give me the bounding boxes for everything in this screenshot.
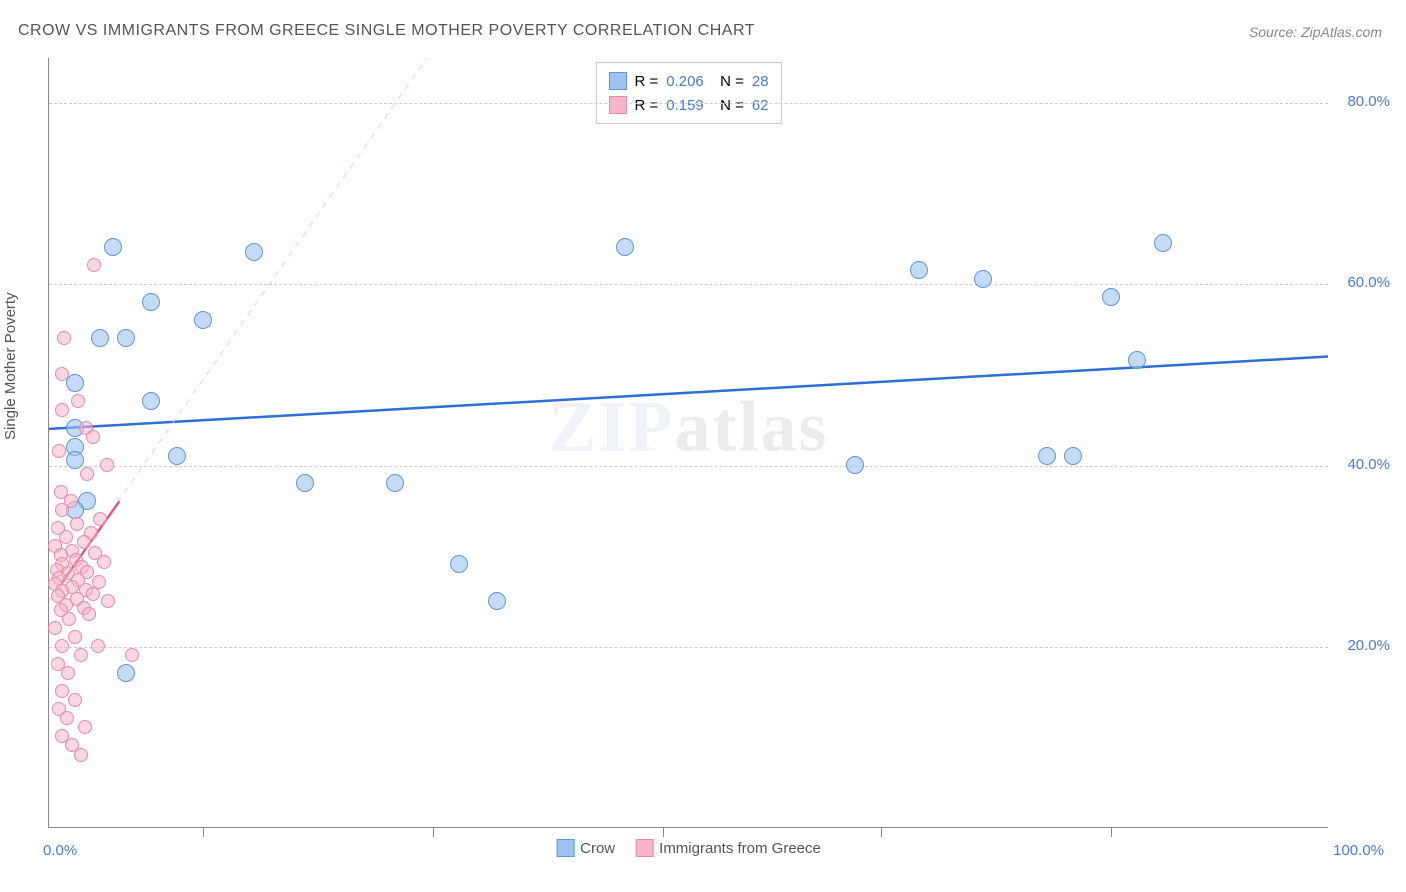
data-point — [55, 639, 69, 653]
data-point — [910, 261, 928, 279]
data-point — [91, 639, 105, 653]
data-point — [142, 392, 160, 410]
data-point — [97, 555, 111, 569]
data-point — [1038, 447, 1056, 465]
legend-label: Crow — [580, 840, 615, 857]
data-point — [91, 329, 109, 347]
data-point — [77, 535, 91, 549]
data-point — [55, 684, 69, 698]
gridline-h — [49, 284, 1328, 285]
data-point — [117, 329, 135, 347]
data-point — [87, 258, 101, 272]
plot-area: ZIPatlas R = 0.206 N = 28 R = 0.159 N = … — [48, 58, 1328, 828]
legend-series: Crow Immigrants from Greece — [556, 839, 821, 857]
legend-item: Immigrants from Greece — [635, 839, 821, 857]
data-point — [70, 517, 84, 531]
data-point — [66, 451, 84, 469]
swatch-icon — [635, 839, 653, 857]
y-tick-label: 80.0% — [1334, 93, 1390, 110]
data-point — [1064, 447, 1082, 465]
x-tick — [881, 827, 882, 837]
source-label: Source: ZipAtlas.com — [1249, 24, 1382, 40]
data-point — [78, 720, 92, 734]
data-point — [55, 503, 69, 517]
swatch-icon — [608, 96, 626, 114]
n-value: 62 — [752, 97, 769, 114]
data-point — [74, 748, 88, 762]
x-tick — [203, 827, 204, 837]
data-point — [125, 648, 139, 662]
data-point — [117, 664, 135, 682]
data-point — [62, 612, 76, 626]
stat-label: R = — [634, 73, 658, 90]
data-point — [66, 374, 84, 392]
data-point — [68, 693, 82, 707]
y-axis-label: Single Mother Poverty — [2, 292, 19, 440]
y-tick-label: 60.0% — [1334, 274, 1390, 291]
data-point — [80, 467, 94, 481]
swatch-icon — [556, 839, 574, 857]
data-point — [974, 270, 992, 288]
data-point — [48, 621, 62, 635]
data-point — [55, 367, 69, 381]
data-point — [61, 666, 75, 680]
data-point — [82, 607, 96, 621]
data-point — [1128, 351, 1146, 369]
data-point — [101, 594, 115, 608]
stat-label: N = — [712, 97, 744, 114]
x-min-label: 0.0% — [43, 842, 77, 859]
r-value: 0.159 — [666, 97, 704, 114]
data-point — [104, 238, 122, 256]
data-point — [450, 555, 468, 573]
data-point — [93, 512, 107, 526]
data-point — [100, 458, 114, 472]
data-point — [488, 592, 506, 610]
data-point — [168, 447, 186, 465]
data-point — [1154, 234, 1172, 252]
legend-label: Immigrants from Greece — [659, 840, 821, 857]
data-point — [296, 474, 314, 492]
x-tick — [663, 827, 664, 837]
data-point — [194, 311, 212, 329]
data-point — [68, 630, 82, 644]
r-value: 0.206 — [666, 73, 704, 90]
gridline-h — [49, 647, 1328, 648]
x-max-label: 100.0% — [1333, 842, 1384, 859]
data-point — [616, 238, 634, 256]
legend-stats: R = 0.206 N = 28 R = 0.159 N = 62 — [595, 62, 781, 124]
swatch-icon — [608, 72, 626, 90]
data-point — [57, 331, 71, 345]
data-point — [55, 403, 69, 417]
legend-stats-row: R = 0.159 N = 62 — [608, 93, 768, 117]
y-tick-label: 40.0% — [1334, 456, 1390, 473]
data-point — [86, 430, 100, 444]
data-point — [846, 456, 864, 474]
data-point — [60, 711, 74, 725]
legend-item: Crow — [556, 839, 615, 857]
n-value: 28 — [752, 73, 769, 90]
chart-title: CROW VS IMMIGRANTS FROM GREECE SINGLE MO… — [18, 22, 755, 40]
stat-label: R = — [634, 97, 658, 114]
trend-overlay — [49, 58, 1328, 827]
x-tick — [1111, 827, 1112, 837]
data-point — [52, 444, 66, 458]
watermark: ZIPatlas — [548, 386, 828, 469]
gridline-h — [49, 103, 1328, 104]
stat-label: N = — [712, 73, 744, 90]
x-tick — [433, 827, 434, 837]
watermark-part1: ZIP — [548, 387, 674, 467]
watermark-part2: atlas — [675, 387, 829, 467]
data-point — [86, 587, 100, 601]
data-point — [386, 474, 404, 492]
data-point — [245, 243, 263, 261]
data-point — [74, 648, 88, 662]
y-tick-label: 20.0% — [1334, 637, 1390, 654]
data-point — [1102, 288, 1120, 306]
gridline-h — [49, 466, 1328, 467]
legend-stats-row: R = 0.206 N = 28 — [608, 69, 768, 93]
data-point — [142, 293, 160, 311]
data-point — [71, 394, 85, 408]
